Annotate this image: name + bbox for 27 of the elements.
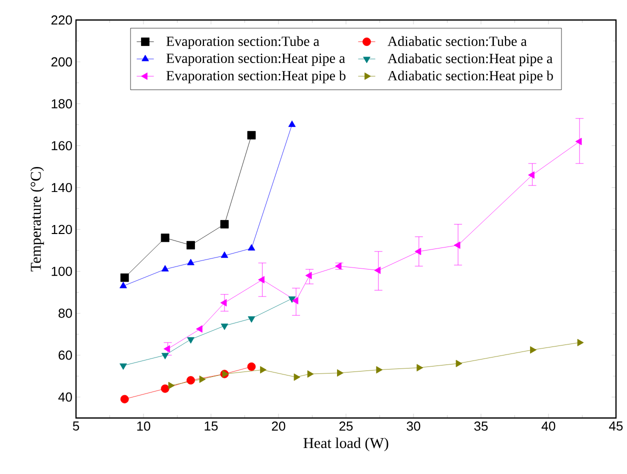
x-tick-label: 10 bbox=[137, 422, 150, 431]
x-axis-title: Heat load (W) bbox=[304, 438, 388, 452]
y-tick-label: 40 bbox=[58, 392, 72, 402]
y-axis-title: Temperature (°C) bbox=[30, 166, 44, 272]
x-tick-label: 45 bbox=[609, 422, 623, 431]
legend-label: Adiabatic section:Heat pipe b bbox=[388, 70, 553, 84]
y-tick-label: 60 bbox=[58, 350, 72, 360]
y-tick-label: 140 bbox=[52, 182, 72, 192]
legend-label: Evaporation section:Heat pipe a bbox=[166, 54, 346, 66]
x-tick-label: 35 bbox=[474, 422, 488, 431]
x-tick-label: 25 bbox=[339, 422, 353, 431]
x-tick-label: 5 bbox=[72, 422, 80, 431]
legend-label: Adiabatic section:Tube a bbox=[388, 36, 527, 46]
legend-label: Evaporation section:Heat pipe b bbox=[166, 70, 346, 84]
legend-label: Adiabatic section:Heat pipe a bbox=[388, 53, 553, 66]
y-tick-label: 200 bbox=[51, 57, 72, 66]
y-tick-label: 160 bbox=[52, 141, 72, 150]
y-tick-label: 120 bbox=[52, 224, 72, 234]
y-tick-label: 100 bbox=[52, 266, 72, 276]
x-tick-label: 20 bbox=[272, 422, 286, 431]
y-tick-label: 220 bbox=[51, 15, 72, 25]
x-tick-label: 40 bbox=[542, 422, 556, 431]
legend-label: Evaporation section:Tube a bbox=[166, 36, 320, 49]
x-tick-label: 30 bbox=[406, 422, 420, 431]
y-tick-label: 80 bbox=[58, 308, 72, 318]
x-tick-label: 15 bbox=[204, 422, 218, 431]
y-tick-label: 180 bbox=[52, 99, 72, 108]
